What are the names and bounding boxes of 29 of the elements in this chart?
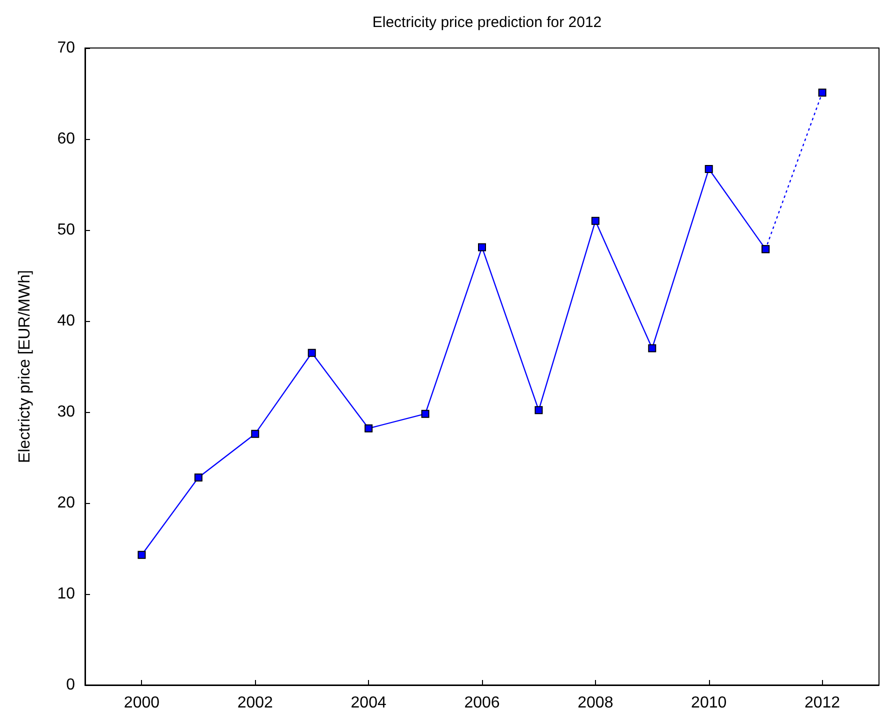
point [251,430,260,438]
y-tick-label: 70 [57,40,76,56]
point [648,344,656,352]
y-axis-title: Electricty price [EUR/MWh] [16,270,34,463]
x-tick-label: 2012 [804,694,840,712]
point [818,88,826,97]
y-tick-label: 20 [57,494,76,512]
y-tick-label: 40 [57,312,76,330]
point [704,165,713,174]
point [364,424,373,432]
y-tick-label: 30 [57,404,76,420]
x-tick-label: 2006 [464,694,500,712]
y-tick-label: 60 [57,130,76,148]
point [308,348,316,357]
point [534,406,543,414]
x-tick-label: 2008 [578,694,614,712]
y-tick-label: 0 [66,676,76,694]
x-tick-label: 2000 [124,694,160,712]
point [478,243,486,252]
point [421,410,430,418]
y-tick-label: 10 [57,586,76,602]
point [591,216,600,225]
point [138,550,146,559]
x-tick-label: 2004 [350,694,386,712]
y-tick-label: 50 [57,222,76,238]
x-tick-label: 2010 [691,694,727,712]
point [194,474,202,482]
chart-title: Electricity price prediction for 2012 [372,14,602,31]
x-tick-label: 2002 [237,694,274,712]
